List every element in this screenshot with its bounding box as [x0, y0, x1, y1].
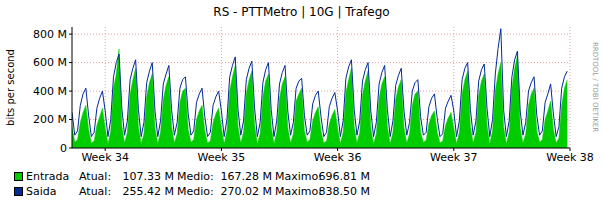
html-text:Atual:: Atual:: [79, 185, 112, 198]
html-text:RS - PTTMetro | 10G | Trafego: RS - PTTMetro | 10G | Trafego: [213, 5, 390, 19]
svg-text:400 M: 400 M: [33, 85, 67, 98]
svg-text:800 M: 800 M: [33, 28, 67, 41]
svg-text:Week 38: Week 38: [546, 151, 594, 164]
html-text:255.42 M Medio:: 255.42 M Medio:: [122, 185, 214, 198]
html-text:Saida: Saida: [26, 185, 57, 198]
html-text:270.02 M Maximo:: 270.02 M Maximo:: [220, 185, 322, 198]
svg-text:Week 36: Week 36: [314, 151, 362, 164]
svg-text:Week 34: Week 34: [81, 151, 129, 164]
html-text:RRDTOOL / TOBI OETIKER: RRDTOOL / TOBI OETIKER: [591, 41, 599, 133]
html-text:Atual:: Atual:: [79, 170, 112, 183]
svg-text:600 M: 600 M: [33, 56, 67, 69]
html-text:696.81 M: 696.81 M: [318, 170, 370, 183]
html-text:Entrada: Entrada: [26, 170, 70, 183]
html-text:167.28 M Maximo:: 167.28 M Maximo:: [220, 170, 322, 183]
svg-text:200 M: 200 M: [33, 113, 67, 126]
html-text:bits per second: bits per second: [4, 49, 16, 126]
svg-text:Week 37: Week 37: [430, 151, 478, 164]
svg-text:0: 0: [60, 142, 67, 155]
html-text:838.50 M: 838.50 M: [318, 185, 370, 198]
svg-text:Week 35: Week 35: [198, 151, 246, 164]
html-text:107.33 M Medio:: 107.33 M Medio:: [122, 170, 214, 183]
